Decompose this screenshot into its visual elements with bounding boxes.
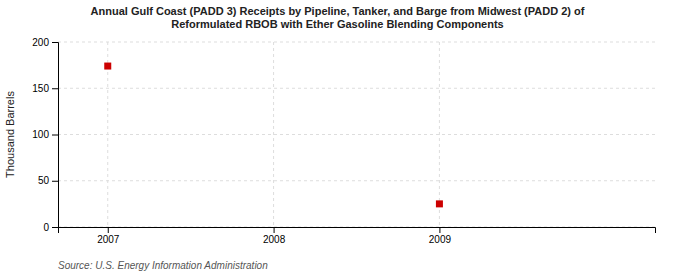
- grid-line-y: [58, 88, 655, 89]
- x-axis-tick-mark: [108, 227, 109, 233]
- grid-line-y: [58, 180, 655, 181]
- chart: Annual Gulf Coast (PADD 3) Receipts by P…: [0, 0, 675, 275]
- plot-area: 2007 2008 2009 0 50 100 150 200: [32, 37, 655, 245]
- grid-line-x: [107, 42, 108, 227]
- grid-line-y: [58, 42, 655, 43]
- y-axis-tick: 50: [38, 175, 58, 186]
- y-axis-tick: 0: [43, 222, 58, 233]
- y-axis-tick-label: 200: [32, 37, 49, 48]
- y-axis-tick-label: 100: [32, 129, 49, 140]
- title-line: Annual Gulf Coast (PADD 3) Receipts by P…: [91, 5, 585, 17]
- y-axis-tick-label: 0: [43, 222, 49, 233]
- y-axis-tick-mark: [52, 181, 58, 182]
- y-axis-label: Thousand Barrels: [4, 91, 16, 178]
- x-axis-tick-label: 2009: [429, 234, 452, 245]
- y-axis-tick-label: 50: [38, 175, 50, 186]
- x-axis-domain: [59, 228, 656, 234]
- x-axis-tick-label: 2008: [263, 234, 286, 245]
- grid-line-x: [273, 42, 274, 227]
- y-axis-tick: 100: [32, 129, 58, 140]
- y-axis-tick: 150: [32, 83, 58, 94]
- x-axis-tick-mark: [274, 227, 275, 233]
- y-axis-domain: [52, 43, 59, 228]
- source: Source: U.S. Energy Information Administ…: [58, 260, 268, 271]
- point: [436, 200, 443, 207]
- x-axis-tick: 2009: [429, 227, 452, 245]
- x-axis-tick: 2007: [97, 227, 120, 245]
- grid-line-y: [58, 134, 655, 135]
- y-axis-tick-label: 150: [32, 83, 49, 94]
- y-axis-tick: 200: [32, 37, 58, 48]
- x-axis-tick: 2008: [263, 227, 286, 245]
- grid-line-x: [439, 42, 440, 227]
- x-axis-tick-label: 2007: [97, 234, 120, 245]
- y-axis: 0 50 100 150 200: [32, 37, 58, 233]
- marks: [104, 63, 443, 208]
- y-axis-tick-mark: [52, 42, 58, 43]
- grid: [58, 42, 655, 227]
- y-axis-tick-mark: [52, 135, 58, 136]
- x-axis-tick-mark: [439, 227, 440, 233]
- y-axis-tick-mark: [52, 227, 58, 228]
- x-axis: 2007 2008 2009: [59, 227, 656, 245]
- y-axis-tick-mark: [52, 88, 58, 89]
- point: [104, 63, 111, 70]
- title-line: Reformulated RBOB with Ether Gasoline Bl…: [171, 18, 503, 30]
- title: Annual Gulf Coast (PADD 3) Receipts by P…: [91, 5, 585, 30]
